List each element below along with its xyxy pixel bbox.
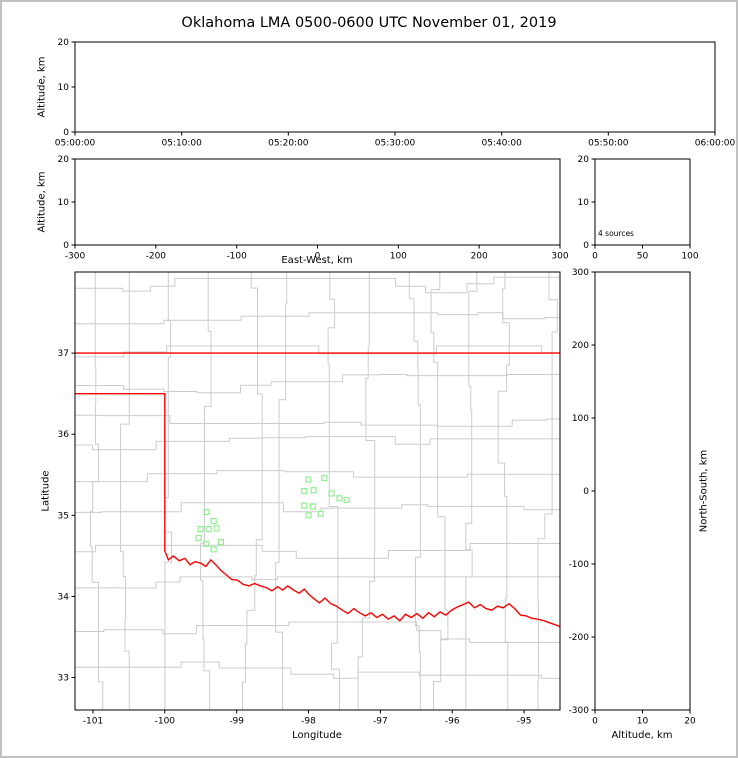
source-count-annotation: 4 sources — [598, 229, 634, 238]
x-tick-label: 200 — [471, 252, 488, 262]
time_height-panel: 05:00:00 05:10:00 05:20:00 05:30:00 05:40:00… — [55, 38, 736, 149]
y-tick-label: -300 — [569, 706, 590, 716]
y-tick-label: 200 — [572, 341, 589, 351]
x-tick-label: 100 — [390, 252, 407, 262]
y-tick-label: 0 — [583, 241, 589, 251]
ns_height-frame — [594, 271, 691, 711]
x-tick-label: 05:30:00 — [375, 139, 416, 149]
y-tick-label: 10 — [58, 83, 70, 93]
x-tick-label: -101 — [83, 717, 103, 727]
y-tick-label: 0 — [63, 241, 69, 251]
x-tick-label: -100 — [155, 717, 176, 727]
time-height-ylabel: Altitude, km — [36, 56, 48, 118]
ew-height-xlabel: East-West, km — [281, 255, 353, 266]
x-tick-label: 05:10:00 — [161, 139, 202, 149]
x-tick-label: -100 — [226, 252, 247, 262]
y-tick-label: 10 — [578, 198, 590, 208]
y-tick-label: 33 — [58, 674, 69, 684]
y-tick-label: -200 — [569, 633, 590, 643]
x-tick-label: 10 — [637, 717, 649, 727]
x-tick-label: 05:40:00 — [481, 139, 522, 149]
y-tick-label: 36 — [58, 430, 70, 440]
state-border — [75, 352, 560, 628]
x-tick-label: 0 — [592, 717, 598, 727]
x-tick-label: -99 — [229, 717, 244, 727]
x-tick-label: -200 — [146, 252, 167, 262]
y-tick-label: 0 — [583, 487, 589, 497]
x-tick-label: -98 — [301, 717, 316, 727]
x-tick-label: -97 — [373, 717, 388, 727]
source-markers — [195, 474, 350, 553]
source_hist-panel: 0 50 100 0 10 20 — [578, 155, 699, 262]
y-tick-label: 20 — [578, 155, 590, 165]
x-tick-label: 100 — [681, 252, 698, 262]
x-tick-label: 50 — [637, 252, 649, 262]
county-borders — [75, 272, 560, 710]
plan_view-panel: -101 -100 -99 -98 -97 -96 -95 33 34 35 36 37 — [58, 271, 561, 727]
x-tick-label: 05:00:00 — [55, 139, 96, 149]
figure-title: Oklahoma LMA 0500-0600 UTC November 01, … — [181, 15, 557, 31]
plan-view-xlabel: Longitude — [292, 730, 342, 741]
ew_height-panel: -300 -200 -100 0 100 200 300 0 10 20 — [58, 155, 569, 262]
x-tick-label: 0 — [592, 252, 598, 262]
plan-view-ylabel: Latitude — [40, 470, 52, 512]
source_hist-frame — [594, 158, 691, 246]
x-tick-label: 06:00:00 — [695, 139, 736, 149]
ew_height-frame — [74, 158, 561, 246]
x-tick-label: -96 — [445, 717, 460, 727]
x-tick-label: -95 — [517, 717, 532, 727]
ns_height-panel: 0 10 20 -300 -200 -100 0 100 200 300 — [569, 268, 696, 727]
y-tick-label: 34 — [58, 592, 70, 602]
ns-height-xlabel: Altitude, km — [611, 730, 673, 741]
plan_view-frame — [74, 271, 561, 711]
y-tick-label: 20 — [58, 38, 70, 48]
y-tick-label: 20 — [58, 155, 70, 165]
ew-height-ylabel: Altitude, km — [36, 171, 48, 233]
y-tick-label: 37 — [58, 349, 69, 359]
x-tick-label: 20 — [684, 717, 696, 727]
x-tick-label: 05:20:00 — [268, 139, 309, 149]
y-tick-label: 35 — [58, 511, 69, 521]
x-tick-label: 05:50:00 — [588, 139, 629, 149]
ns-height-ylabel: North-South, km — [698, 449, 710, 533]
y-tick-label: 10 — [58, 198, 70, 208]
y-tick-label: 300 — [572, 268, 589, 278]
y-tick-label: 0 — [63, 128, 69, 138]
x-tick-label: -300 — [65, 252, 86, 262]
x-tick-label: 300 — [551, 252, 568, 262]
y-tick-label: 100 — [572, 414, 589, 424]
x-tick-label: 0 — [315, 252, 321, 262]
time_height-frame — [74, 41, 716, 133]
y-tick-label: -100 — [569, 560, 590, 570]
